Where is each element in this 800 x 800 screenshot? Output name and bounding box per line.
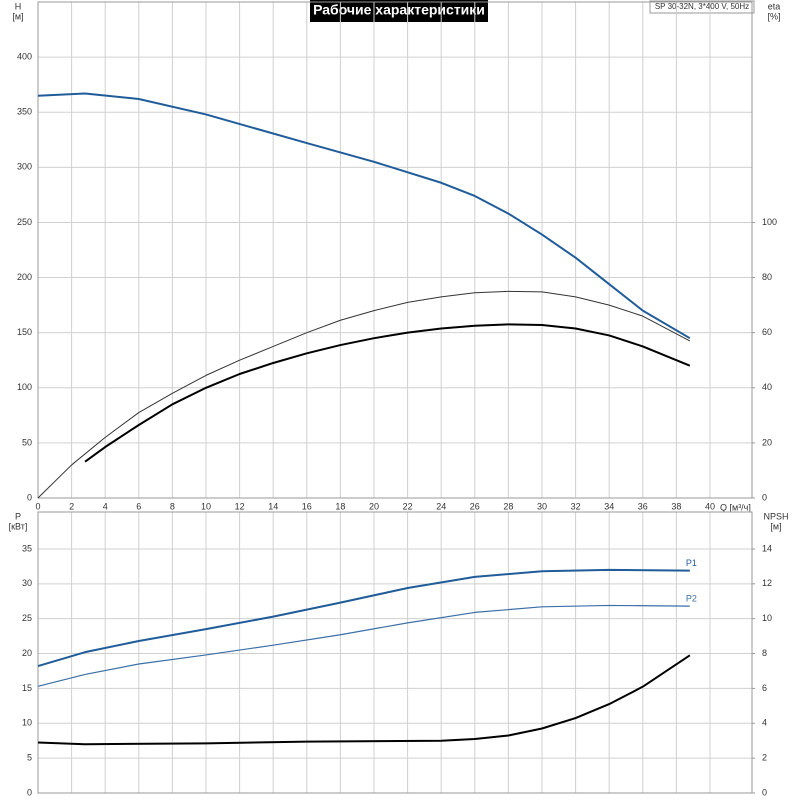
y2-tick-label: 12 (762, 578, 772, 588)
subtitle: SP 30-32N, 3*400 V, 50Hz (655, 2, 749, 11)
y-tick-label: 0 (27, 787, 32, 797)
y2-tick-label: 80 (762, 272, 772, 282)
y-axis-unit: [м] (12, 11, 23, 21)
chart-title: Рабочие характеристики (313, 2, 485, 18)
y-tick-label: 15 (22, 683, 32, 693)
y-tick-label: 25 (22, 613, 32, 623)
y-tick-label: 50 (22, 437, 32, 447)
plot-frame (37, 511, 753, 794)
y2-tick-label: 2 (762, 753, 767, 763)
x-tick-label: 30 (537, 501, 547, 511)
y2-tick-label: 100 (762, 217, 777, 227)
y-tick-label: 0 (27, 492, 32, 502)
series-label: P2 (686, 594, 697, 604)
curve (37, 290, 691, 499)
x-tick-label: 32 (571, 501, 581, 511)
x-tick-label: 8 (170, 501, 175, 511)
y-tick-label: 150 (17, 327, 32, 337)
y-tick-label: 300 (17, 162, 32, 172)
title-box (310, 0, 488, 22)
y2-axis-label: eta (768, 1, 781, 11)
x-tick-label: 4 (103, 501, 108, 511)
x-tick-label: 16 (302, 501, 312, 511)
curve (37, 568, 690, 668)
curve (37, 92, 691, 340)
y-axis-label: H (15, 1, 22, 11)
curve (37, 654, 691, 746)
y-tick-label: 200 (17, 272, 32, 282)
y2-axis-label: NPSH (763, 511, 788, 521)
curve (37, 604, 690, 687)
y-axis-unit: [кВт] (9, 521, 28, 531)
y-tick-label: 10 (22, 718, 32, 728)
x-tick-label: 22 (403, 501, 413, 511)
curve (84, 323, 691, 463)
x-tick-label: 0 (35, 501, 40, 511)
y-axis-label: P (15, 511, 21, 521)
y2-tick-label: 40 (762, 382, 772, 392)
x-tick-label: 2 (69, 501, 74, 511)
x-tick-label: 34 (604, 501, 614, 511)
y2-tick-label: 0 (762, 787, 767, 797)
y-tick-label: 30 (22, 578, 32, 588)
y-tick-label: 20 (22, 648, 32, 658)
x-tick-label: 18 (335, 501, 345, 511)
y2-axis-unit: [м] (770, 521, 781, 531)
y-tick-label: 100 (17, 382, 32, 392)
y2-tick-label: 0 (762, 492, 767, 502)
series-label: P1 (686, 558, 697, 568)
y2-tick-label: 10 (762, 613, 772, 623)
y-tick-label: 350 (17, 107, 32, 117)
x-tick-label: 20 (369, 501, 379, 511)
y2-axis-unit: [%] (767, 11, 780, 21)
x-tick-label: 10 (201, 501, 211, 511)
x-tick-label: 24 (436, 501, 446, 511)
y2-tick-label: 20 (762, 437, 772, 447)
x-tick-label: 12 (235, 501, 245, 511)
y-tick-label: 35 (22, 543, 32, 553)
plot-frame (37, 1, 753, 499)
y-tick-label: 400 (17, 51, 32, 61)
y2-tick-label: 14 (762, 543, 772, 553)
x-tick-label: 6 (136, 501, 141, 511)
x-tick-label: 36 (638, 501, 648, 511)
y2-tick-label: 60 (762, 327, 772, 337)
x-axis-label: Q [м³/ч] (720, 502, 751, 512)
x-tick-label: 38 (671, 501, 681, 511)
x-tick-label: 28 (503, 501, 513, 511)
x-tick-label: 26 (470, 501, 480, 511)
x-tick-label: 14 (268, 501, 278, 511)
y-tick-label: 250 (17, 217, 32, 227)
y2-tick-label: 8 (762, 648, 767, 658)
y-tick-label: 5 (27, 753, 32, 763)
x-tick-label: 40 (705, 501, 715, 511)
y2-tick-label: 6 (762, 683, 767, 693)
y2-tick-label: 4 (762, 718, 767, 728)
